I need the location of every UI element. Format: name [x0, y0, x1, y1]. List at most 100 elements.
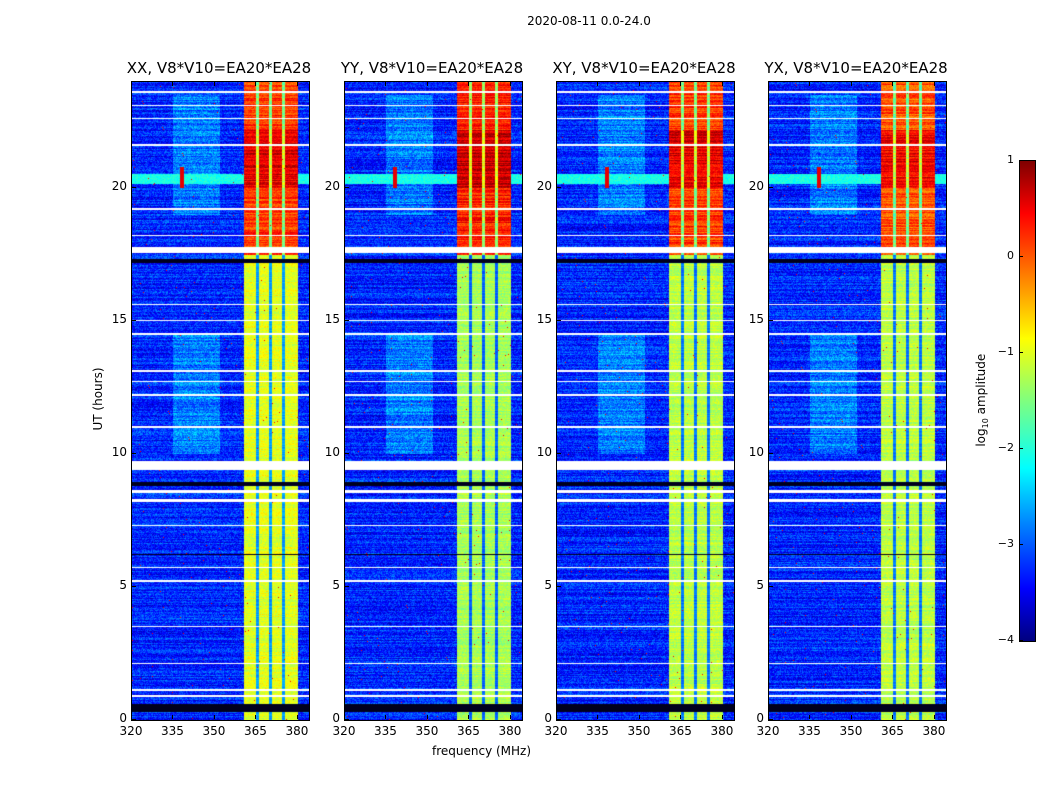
y-tick	[345, 320, 349, 322]
heatmap-panel	[131, 81, 310, 721]
x-tick	[768, 715, 769, 719]
y-tick	[557, 453, 561, 455]
y-tick-label: 10	[111, 445, 127, 460]
x-tick-top	[344, 82, 345, 86]
colorbar-label-rest: amplitude	[973, 353, 988, 419]
x-tick-label: 350	[415, 724, 439, 738]
y-tick	[345, 187, 349, 189]
x-tick	[809, 715, 811, 719]
y-tick-label: 15	[748, 312, 764, 327]
x-tick	[344, 715, 345, 719]
x-tick-label: 380	[498, 724, 522, 738]
colorbar-tick-label: −4	[997, 633, 1014, 646]
colorbar-tick-label: −2	[997, 441, 1014, 454]
y-tick	[769, 187, 773, 189]
y-tick	[132, 719, 136, 720]
heatmap-panel	[768, 81, 947, 721]
x-tick-label: 335	[161, 724, 184, 738]
x-tick-label: 350	[202, 724, 226, 738]
x-tick-label: 365	[244, 724, 267, 738]
colorbar-label-sub: 10	[981, 418, 991, 429]
colorbar-tick	[1019, 352, 1023, 353]
y-tick-label: 20	[748, 179, 764, 194]
x-tick	[556, 715, 557, 719]
x-tick	[509, 715, 511, 719]
colorbar	[1019, 160, 1036, 642]
x-tick-label: 350	[839, 724, 863, 738]
panel-title: XY, V8*V10=EA20*EA28	[552, 59, 736, 77]
y-tick-label: 5	[119, 578, 127, 593]
heatmap-panel	[556, 81, 735, 721]
y-tick-label: 20	[324, 179, 340, 194]
x-tick	[296, 715, 298, 719]
x-tick-top	[638, 82, 640, 86]
x-tick-top	[385, 82, 387, 86]
y-tick	[557, 586, 561, 588]
y-tick	[132, 586, 136, 588]
panel-title: XX, V8*V10=EA20*EA28	[126, 59, 312, 77]
x-tick-top	[892, 82, 894, 86]
x-tick-label: 380	[285, 724, 309, 738]
x-tick-top	[509, 82, 511, 86]
x-tick-label: 335	[586, 724, 609, 738]
heatmap-image	[557, 82, 734, 720]
colorbar-tick	[1019, 256, 1023, 257]
x-tick-label: 365	[457, 724, 480, 738]
x-tick	[213, 715, 215, 719]
x-tick	[131, 715, 132, 719]
y-tick	[557, 719, 561, 720]
colorbar-tick-label: 1	[1007, 153, 1014, 166]
colorbar-tick	[1019, 448, 1023, 449]
y-tick-label: 0	[119, 711, 127, 725]
y-tick-label: 0	[756, 711, 764, 725]
x-tick-label: 320	[544, 724, 568, 738]
x-tick	[255, 715, 257, 719]
y-tick-label: 10	[748, 445, 764, 460]
y-tick-label: 10	[536, 445, 552, 460]
y-tick	[557, 320, 561, 322]
y-tick	[769, 719, 773, 720]
x-tick	[638, 715, 640, 719]
y-tick	[345, 719, 349, 720]
colorbar-tick-label: 0	[1007, 249, 1014, 262]
x-tick-label: 350	[627, 724, 651, 738]
y-axis-label: UT (hours)	[91, 367, 105, 431]
y-tick	[345, 586, 349, 588]
x-tick	[385, 715, 387, 719]
x-tick	[850, 715, 852, 719]
x-tick-label: 335	[374, 724, 397, 738]
x-tick-top	[296, 82, 298, 86]
x-tick	[172, 715, 174, 719]
x-tick-label: 335	[798, 724, 821, 738]
y-tick	[132, 453, 136, 455]
y-tick	[345, 453, 349, 455]
y-tick-label: 15	[111, 312, 127, 327]
panel-title: YX, V8*V10=EA20*EA28	[764, 59, 948, 77]
x-axis-label: frequency (MHz)	[432, 744, 532, 758]
heatmap-image	[769, 82, 946, 720]
colorbar-tick-label: −3	[997, 537, 1014, 550]
colorbar-label-log: log	[973, 428, 988, 447]
x-tick-top	[468, 82, 470, 86]
y-tick	[557, 187, 561, 189]
colorbar-tick-label: −1	[997, 345, 1014, 358]
x-tick-top	[556, 82, 557, 86]
x-tick	[933, 715, 935, 719]
heatmap-image	[345, 82, 522, 720]
x-tick-label: 320	[119, 724, 143, 738]
x-tick-top	[597, 82, 599, 86]
y-tick-label: 10	[324, 445, 340, 460]
y-tick	[769, 586, 773, 588]
x-tick-top	[172, 82, 174, 86]
y-tick	[132, 187, 136, 189]
y-tick	[769, 453, 773, 455]
x-tick-label: 380	[710, 724, 734, 738]
x-tick-top	[768, 82, 769, 86]
y-tick-label: 5	[332, 578, 340, 593]
y-tick	[132, 320, 136, 322]
x-tick-top	[721, 82, 723, 86]
x-tick	[892, 715, 894, 719]
y-tick-label: 20	[111, 179, 127, 194]
x-tick-label: 380	[922, 724, 946, 738]
